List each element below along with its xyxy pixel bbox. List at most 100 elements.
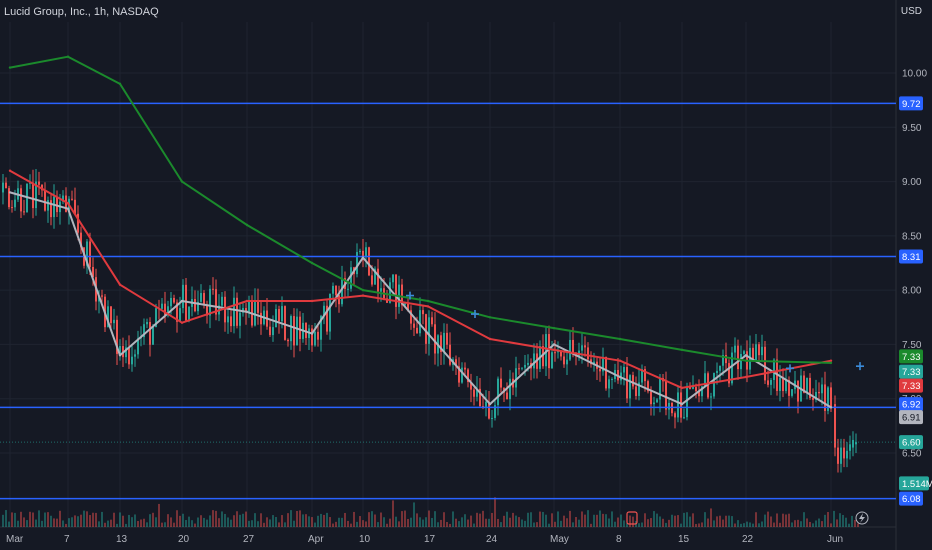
volume-bar (167, 514, 169, 527)
series-point (180, 321, 184, 324)
candle-body (569, 339, 571, 360)
volume-bar (302, 514, 304, 527)
volume-bar (278, 522, 280, 527)
volume-bar (719, 515, 721, 527)
volume-bar (23, 517, 25, 527)
volume-bar (215, 510, 217, 527)
series-point (488, 337, 492, 341)
volume-bar (779, 522, 781, 527)
candle-body (485, 401, 487, 407)
candle-body (779, 377, 781, 391)
candle-body (47, 200, 49, 211)
candle-body (852, 439, 854, 448)
candle-body (134, 354, 136, 357)
candle-body (290, 316, 292, 342)
candle-body (701, 386, 703, 397)
candle-body (623, 366, 625, 373)
volume-bar (572, 522, 574, 527)
candle-body (719, 365, 721, 371)
volume-bar (245, 511, 247, 527)
volume-bar (398, 521, 400, 527)
volume-bar (17, 520, 19, 527)
candle-body (482, 406, 484, 408)
volume-bar (56, 518, 58, 527)
volume-bar (590, 523, 592, 527)
volume-bar (65, 523, 67, 527)
series-point (361, 288, 365, 292)
x-tick-label: 8 (616, 534, 622, 545)
volume-bar (5, 510, 7, 527)
volume-bar (80, 514, 82, 527)
volume-bar (692, 513, 694, 527)
candle-body (548, 334, 550, 369)
volume-bar (548, 523, 550, 527)
volume-bar (203, 517, 205, 527)
series-point (118, 283, 122, 286)
candle-body (837, 447, 839, 464)
volume-bar (98, 521, 100, 527)
candle-body (14, 199, 16, 208)
candle-body (674, 413, 676, 418)
candle-body (320, 315, 322, 340)
series-point (618, 359, 622, 362)
candle-body (392, 274, 394, 283)
volume-bar (113, 512, 115, 527)
volume-bar (29, 511, 31, 527)
candle-body (572, 339, 574, 353)
volume-bar (353, 511, 355, 527)
candle-body (389, 282, 391, 303)
volume-bar (788, 513, 790, 527)
volume-bar (311, 517, 313, 527)
volume-bar (230, 519, 232, 527)
candle-body (563, 356, 565, 365)
volume-bar (335, 521, 337, 527)
volume-bar (473, 523, 475, 527)
volume-bar (191, 520, 193, 527)
volume-bar (251, 520, 253, 527)
y-tick-label: 7.50 (902, 340, 922, 351)
volume-bar (158, 503, 160, 527)
volume-bar (59, 510, 61, 527)
candle-body (716, 370, 718, 374)
volume-bar (356, 521, 358, 527)
candle-body (803, 375, 805, 393)
candle-body (668, 402, 670, 410)
volume-bar (290, 510, 292, 527)
price-tag-label: 6.08 (902, 494, 921, 505)
volume-bar (134, 514, 136, 527)
candle-body (632, 375, 634, 387)
candle-body (188, 306, 190, 321)
price-tag-label: 7.33 (902, 352, 921, 363)
volume-bar (374, 514, 376, 527)
series-point (680, 402, 684, 406)
x-tick-label: 15 (678, 534, 690, 545)
candle-body (752, 347, 754, 362)
candle-body (365, 247, 367, 258)
volume-bar (533, 522, 535, 527)
volume-bar (587, 510, 589, 527)
series-point (426, 299, 430, 303)
volume-bar (422, 519, 424, 527)
candle-body (500, 378, 502, 388)
series-point (66, 202, 70, 205)
price-tag-label: 6.92 (902, 400, 921, 411)
volume-bar (185, 519, 187, 527)
volume-bar (404, 510, 406, 527)
y-tick-label: 9.00 (902, 177, 922, 188)
volume-bar (395, 516, 397, 527)
volume-bar (359, 516, 361, 527)
series-point (829, 406, 833, 409)
candle-body (317, 331, 319, 340)
series-line-2 (9, 55, 832, 364)
volume-bar (62, 520, 64, 527)
series-point (744, 359, 748, 362)
candle-body (849, 444, 851, 451)
candle-body (347, 288, 349, 290)
volume-bar (95, 512, 97, 527)
volume-bar (491, 512, 493, 527)
volume-bar (740, 523, 742, 527)
volume-bar (851, 515, 853, 527)
candle-body (287, 339, 289, 342)
candle-body (425, 314, 427, 344)
candle-body (44, 190, 46, 211)
